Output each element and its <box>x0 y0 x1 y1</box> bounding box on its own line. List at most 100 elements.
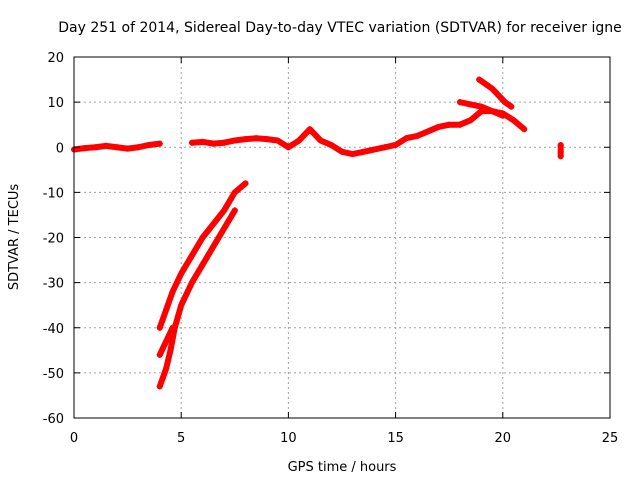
data-point <box>508 103 515 110</box>
data-point <box>489 85 496 92</box>
x-tick-label: 20 <box>495 431 512 446</box>
data-point <box>210 220 217 227</box>
data-point <box>169 288 176 295</box>
y-tick-label: 0 <box>56 141 64 156</box>
y-tick-label: 20 <box>47 51 64 66</box>
data-point <box>467 101 474 108</box>
data-points <box>71 76 564 390</box>
series-group <box>188 108 528 158</box>
data-point <box>403 135 410 142</box>
data-point <box>113 144 120 151</box>
data-point <box>274 137 281 144</box>
chart-title: Day 251 of 2014, Sidereal Day-to-day VTE… <box>58 20 621 36</box>
y-tick-label: 10 <box>47 96 64 111</box>
data-point <box>178 270 185 277</box>
data-point <box>199 261 206 268</box>
data-point <box>478 103 485 110</box>
data-point <box>156 383 163 390</box>
data-point <box>495 92 502 99</box>
data-point <box>456 121 463 128</box>
data-point <box>476 76 483 83</box>
grid-lines <box>74 57 610 418</box>
data-point <box>146 141 153 148</box>
data-point <box>81 145 88 152</box>
data-point <box>161 342 168 349</box>
data-point <box>360 148 367 155</box>
data-point <box>510 117 517 124</box>
data-point <box>381 144 388 151</box>
data-point <box>521 126 528 133</box>
series-group <box>156 324 176 358</box>
data-point <box>306 126 313 133</box>
data-point <box>92 144 99 151</box>
x-tick-label: 15 <box>387 431 404 446</box>
data-point <box>188 252 195 259</box>
y-tick-label: -40 <box>43 322 64 337</box>
series-trace <box>156 180 249 331</box>
data-point <box>231 189 238 196</box>
y-tick-label: -10 <box>43 186 64 201</box>
data-point <box>210 140 217 147</box>
data-point <box>163 365 170 372</box>
series-trace <box>476 76 515 110</box>
data-point <box>446 121 453 128</box>
data-point <box>135 144 142 151</box>
data-point <box>328 141 335 148</box>
data-point <box>557 153 564 160</box>
data-point <box>188 139 195 146</box>
data-point <box>167 347 174 354</box>
data-point <box>124 145 131 152</box>
data-point <box>231 137 238 144</box>
series-trace <box>156 324 176 358</box>
data-point <box>489 108 496 115</box>
data-point <box>156 140 163 147</box>
data-point <box>188 279 195 286</box>
data-point <box>424 128 431 135</box>
data-point <box>467 117 474 124</box>
series-group <box>456 99 506 119</box>
data-point <box>242 180 249 187</box>
data-point <box>210 243 217 250</box>
x-tick-label: 0 <box>70 431 78 446</box>
y-tick-label: -20 <box>43 232 64 247</box>
data-point <box>163 306 170 313</box>
data-point <box>221 225 228 232</box>
series-group <box>71 140 163 153</box>
y-tick-label: -30 <box>43 277 64 292</box>
data-point <box>178 302 185 309</box>
data-point <box>221 139 228 146</box>
axis-ticks: 0 5 10 15 20 25 -60 -50 -40 -30 -20 -10 0 10 20 <box>43 51 619 446</box>
y-tick-label: -50 <box>43 367 64 382</box>
data-point <box>339 148 345 155</box>
series-group <box>156 207 238 390</box>
data-point <box>156 324 163 331</box>
data-point <box>169 324 176 331</box>
x-tick-label: 10 <box>280 431 297 446</box>
data-point <box>349 151 356 158</box>
x-axis-label: GPS time / hours <box>288 460 397 475</box>
data-point <box>501 99 508 106</box>
data-point <box>156 351 163 358</box>
data-point <box>456 99 463 106</box>
data-point <box>414 132 421 139</box>
data-point <box>557 141 564 148</box>
x-tick-label: 25 <box>602 431 619 446</box>
data-point <box>317 137 324 144</box>
data-point <box>242 136 249 143</box>
data-point <box>371 146 378 153</box>
data-point <box>296 137 303 144</box>
data-point <box>253 135 260 142</box>
x-tick-label: 5 <box>177 431 185 446</box>
data-point <box>285 144 292 151</box>
y-axis-label: SDTVAR / TECUs <box>7 184 22 291</box>
data-point <box>199 234 206 241</box>
data-point <box>392 141 399 148</box>
series-group <box>156 180 249 331</box>
data-point <box>499 112 506 119</box>
series-group <box>557 141 564 160</box>
data-point <box>263 136 270 143</box>
y-tick-label: -60 <box>43 412 64 427</box>
data-point <box>482 81 489 88</box>
data-point <box>199 138 206 145</box>
